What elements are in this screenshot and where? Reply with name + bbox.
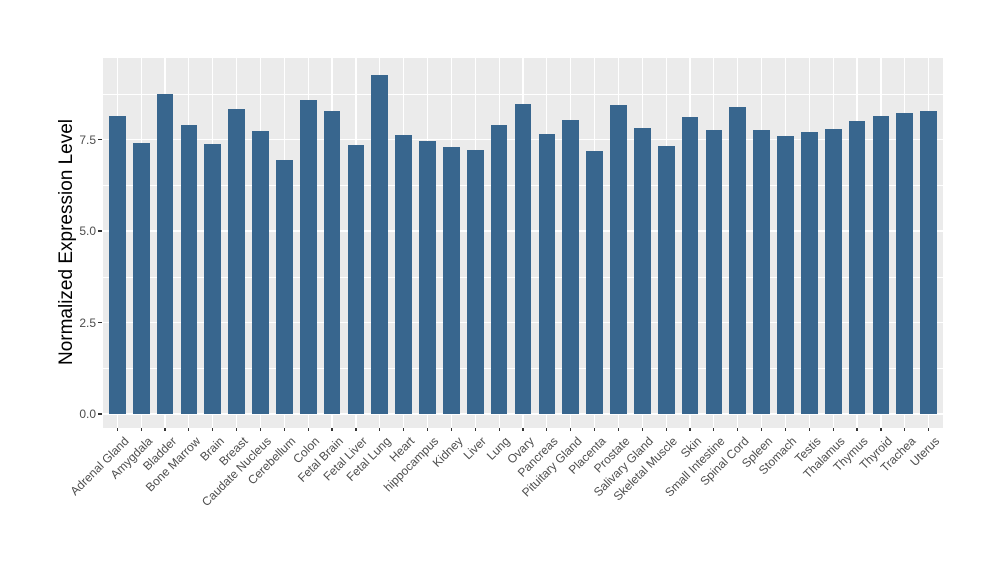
bar-fetal-liver [347,145,365,414]
bar-kidney [443,147,460,414]
bar-pancreas [538,134,556,414]
x-tick-mark-fetal-lung [379,428,381,431]
bar-liver [466,150,484,414]
x-tick-mark-adrenal-gland [116,428,118,431]
x-tick-mark-brain [212,428,214,431]
x-tick-mark-ovary [522,428,524,431]
x-tick-mark-pancreas [546,428,548,431]
x-tick-mark-liver [474,428,476,431]
x-tick-mark-fetal-liver [355,428,357,431]
x-tick-mark-small-intestine [713,428,715,431]
bar-pituitary-gland [562,120,580,414]
x-tick-mark-trachea [904,428,906,431]
y-tick-mark-0 [98,413,102,415]
x-tick-mark-placenta [593,428,596,431]
y-tick-label-2.5: 2.5 [79,315,96,330]
bar-colon [299,99,317,414]
x-tick-mark-stomach [784,428,787,431]
y-tick-mark-2.5 [98,321,102,324]
bar-amygdala [132,143,150,414]
x-tick-mark-bone-marrow [188,428,190,431]
bar-bladder [156,93,174,414]
bar-prostate [610,104,627,414]
x-tick-mark-bladder [164,428,166,431]
x-tick-mark-lung [498,428,500,431]
bar-salivary-gland [633,128,651,414]
y-tick-label-5.0: 5.0 [79,224,96,238]
x-tick-mark-spinal-cord [737,428,739,431]
bar-lung [490,125,508,414]
x-tick-mark-hippocampus [426,428,429,431]
x-tick-mark-pituitary-gland [570,428,572,431]
x-tick-mark-thalamus [832,428,834,431]
bar-small-intestine [705,130,723,414]
x-tick-mark-amygdala [140,428,142,431]
plot-panel [103,58,943,428]
bar-spinal-cord [729,106,747,414]
bar-ovary [514,103,532,414]
x-tick-mark-heart [403,428,405,431]
bar-breast [228,109,245,414]
bar-thyroid [872,115,890,414]
bar-cerebellum [276,160,293,414]
bar-testis [801,132,818,414]
x-tick-mark-testis [808,428,810,431]
bar-uterus [920,110,938,414]
bar-fetal-brain [323,110,341,414]
x-tick-mark-thyroid [880,428,882,431]
bar-placenta [586,151,603,414]
x-tick-mark-prostate [617,428,620,431]
bar-bone-marrow [180,125,198,414]
bar-skin [681,117,699,414]
x-tick-mark-skeletal-muscle [665,428,667,431]
bar-thymus [848,121,866,414]
x-tick-mark-skin [689,428,691,431]
bar-brain [204,143,222,414]
bar-trachea [896,113,914,414]
y-tick-mark-7.5 [98,138,102,141]
x-tick-mark-spleen [761,428,763,431]
x-tick-mark-thymus [856,428,858,431]
y-tick-label-7.5: 7.5 [79,132,96,147]
x-tick-mark-colon [307,428,309,431]
x-tick-label-liver: Liver [460,434,490,463]
bar-caudate-nucleus [252,131,269,414]
x-tick-mark-caudate-nucleus [259,428,262,431]
x-tick-mark-kidney [450,428,452,431]
bar-hippocampus [419,140,436,414]
x-tick-mark-uterus [928,428,930,431]
x-tick-mark-breast [236,428,238,431]
bar-adrenal-gland [108,115,126,414]
bar-fetal-lung [371,74,389,414]
bar-thalamus [824,129,842,414]
bar-skeletal-muscle [657,145,675,414]
y-tick-mark-5 [98,230,102,232]
bar-stomach [777,136,794,414]
x-tick-mark-fetal-brain [331,428,333,431]
x-tick-mark-salivary-gland [641,428,643,431]
bar-spleen [753,130,770,414]
bar-heart [395,135,413,414]
y-tick-label-0.0: 0.0 [79,407,96,421]
x-tick-mark-cerebellum [283,428,285,431]
